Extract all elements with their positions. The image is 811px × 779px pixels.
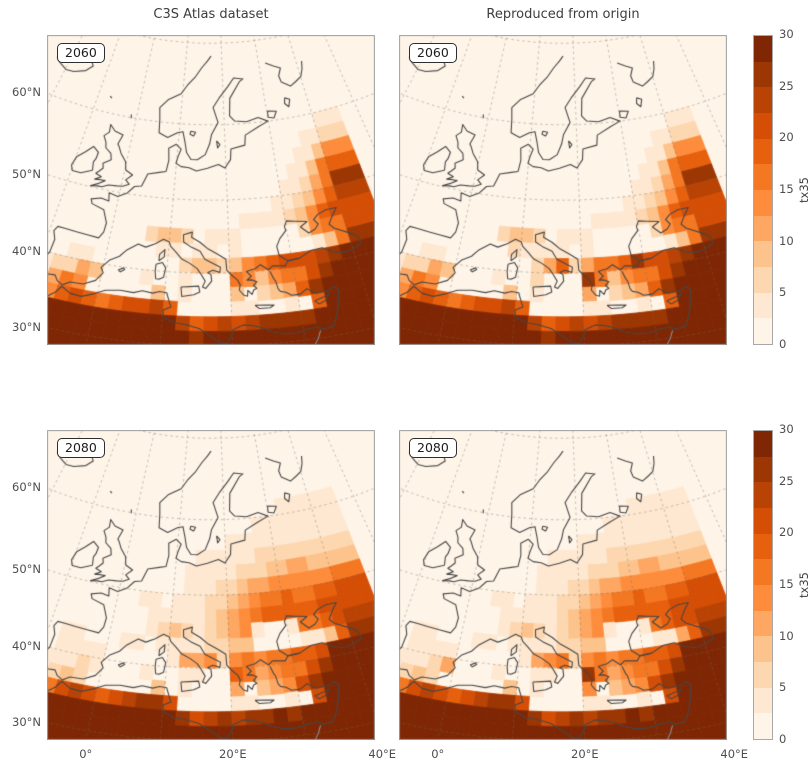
colorbar-bin bbox=[754, 86, 772, 113]
colorbar-bin bbox=[754, 292, 772, 319]
colorbar-bin bbox=[754, 240, 772, 267]
year-badge: 2080 bbox=[409, 438, 457, 458]
lat-tick-label: 50°N bbox=[12, 166, 41, 181]
colorbar-bin bbox=[754, 138, 772, 165]
colorbar-tick-label: 5 bbox=[779, 285, 787, 300]
colorbar-bin bbox=[754, 266, 772, 293]
map-canvas bbox=[47, 430, 375, 740]
colorbar-tick-label: 0 bbox=[779, 337, 787, 351]
colorbar-bin bbox=[754, 610, 772, 637]
colorbar-bin bbox=[754, 35, 772, 62]
lat-tick-label: 40°N bbox=[12, 243, 41, 258]
map-panel-origin-2080: 2080 bbox=[399, 430, 727, 740]
lon-tick-label: 20°E bbox=[571, 747, 599, 761]
year-badge: 2080 bbox=[57, 438, 105, 458]
colorbar-bin bbox=[754, 661, 772, 688]
colorbar-bin bbox=[754, 481, 772, 508]
colorbar-tick-label: 25 bbox=[779, 78, 794, 93]
map-panel-atlas-2060: 2060 bbox=[47, 35, 375, 345]
column-title-left: C3S Atlas dataset bbox=[153, 7, 269, 22]
colorbar-bin bbox=[754, 635, 772, 662]
colorbar-tick-label: 10 bbox=[779, 628, 794, 643]
colorbar-bin bbox=[754, 163, 772, 190]
lat-tick-label: 50°N bbox=[12, 561, 41, 576]
colorbar-bin bbox=[754, 558, 772, 585]
map-panel-atlas-2080: 2080 bbox=[47, 430, 375, 740]
column-title-right: Reproduced from origin bbox=[486, 7, 640, 22]
lon-tick-label: 20°E bbox=[219, 747, 247, 761]
lat-tick-label: 40°N bbox=[12, 638, 41, 653]
colorbar-tick-label: 20 bbox=[779, 525, 794, 540]
colorbar-bin bbox=[754, 189, 772, 216]
year-badge: 2060 bbox=[409, 43, 457, 63]
lon-tick-label: 40°E bbox=[368, 747, 397, 761]
colorbar-bin bbox=[754, 456, 772, 483]
colorbar-bottom bbox=[753, 430, 773, 740]
colorbar-tick-label: 25 bbox=[779, 473, 794, 488]
colorbar-top bbox=[753, 35, 773, 345]
colorbar-tick-label: 30 bbox=[779, 422, 794, 436]
colorbar-bin bbox=[754, 317, 772, 344]
colorbar-bin bbox=[754, 533, 772, 560]
colorbar-bin bbox=[754, 112, 772, 139]
colorbar-tick-label: 30 bbox=[779, 27, 794, 41]
map-canvas bbox=[399, 430, 727, 740]
lat-tick-label: 30°N bbox=[12, 714, 41, 729]
colorbar-bin bbox=[754, 507, 772, 534]
colorbar-tick-label: 15 bbox=[779, 182, 794, 196]
colorbar-label-top: tx35 bbox=[796, 177, 811, 203]
colorbar-tick-label: 5 bbox=[779, 680, 787, 695]
map-canvas bbox=[47, 35, 375, 345]
year-badge: 2060 bbox=[57, 43, 105, 63]
lon-tick-label: 0° bbox=[79, 747, 93, 761]
map-panel-origin-2060: 2060 bbox=[399, 35, 727, 345]
colorbar-bin bbox=[754, 712, 772, 739]
lat-tick-label: 30°N bbox=[12, 319, 41, 334]
colorbar-bin bbox=[754, 687, 772, 714]
lat-tick-label: 60°N bbox=[12, 85, 41, 100]
colorbar-bin bbox=[754, 430, 772, 457]
colorbar-label-bottom: tx35 bbox=[796, 572, 811, 598]
colorbar-tick-label: 10 bbox=[779, 233, 794, 248]
map-canvas bbox=[399, 35, 727, 345]
colorbar-bin bbox=[754, 215, 772, 242]
lon-tick-label: 0° bbox=[431, 747, 445, 761]
colorbar-tick-label: 20 bbox=[779, 130, 794, 145]
colorbar-tick-label: 15 bbox=[779, 577, 794, 591]
colorbar-tick-label: 0 bbox=[779, 732, 787, 746]
colorbar-bin bbox=[754, 61, 772, 88]
lat-tick-label: 60°N bbox=[12, 480, 41, 495]
lon-tick-label: 40°E bbox=[720, 747, 749, 761]
colorbar-bin bbox=[754, 584, 772, 611]
